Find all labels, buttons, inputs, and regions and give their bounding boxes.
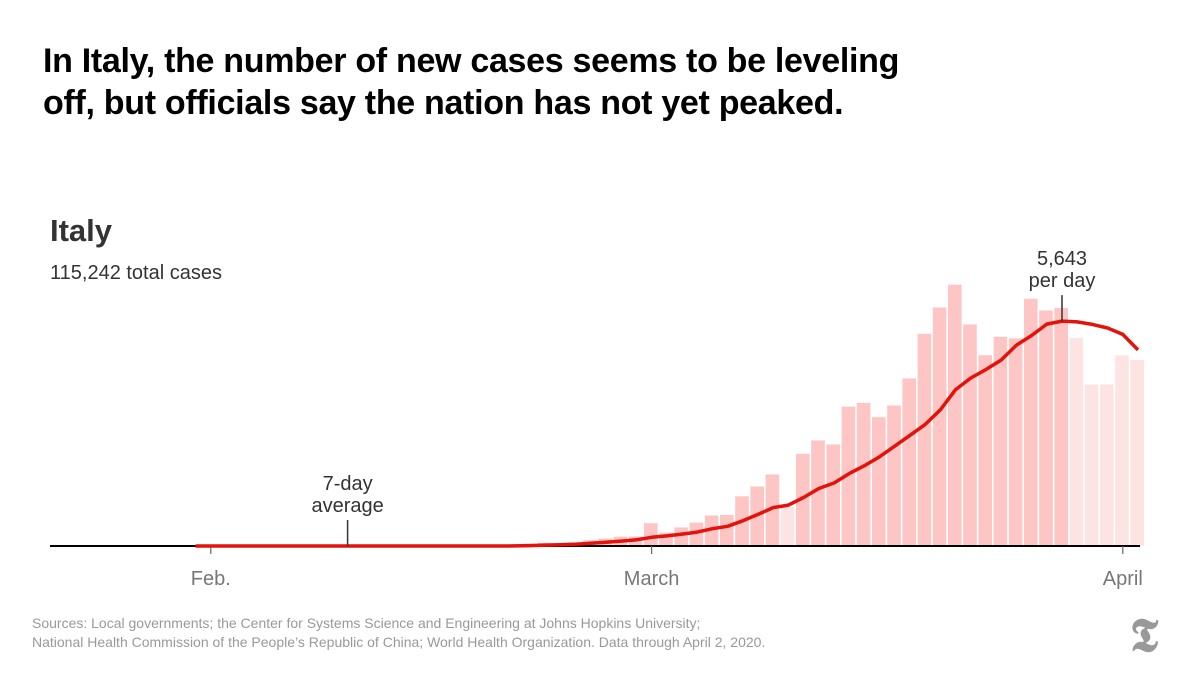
source-note: Sources: Local governments; the Center f… bbox=[32, 614, 1082, 652]
bar-mar-5 bbox=[704, 515, 719, 546]
chart-title: Italy bbox=[50, 213, 113, 248]
bar-mar-12 bbox=[811, 440, 825, 546]
bar-mar-9 bbox=[765, 474, 780, 546]
bar-mar-29 bbox=[1069, 338, 1084, 546]
tick-label-april: April bbox=[1103, 568, 1143, 590]
bar-mar-3 bbox=[674, 527, 688, 546]
bar-mar-10 bbox=[780, 507, 795, 546]
nyt-logo-icon: 𝕿 bbox=[1130, 608, 1159, 662]
bar-mar-20 bbox=[932, 307, 947, 546]
bar-mar-22 bbox=[963, 324, 977, 546]
bar-mar-1 bbox=[644, 523, 658, 546]
bar-mar-28 bbox=[1054, 307, 1068, 546]
bar-mar-30 bbox=[1084, 384, 1099, 546]
bar-apr-2 bbox=[1130, 360, 1144, 546]
x-axis-ticks: Feb. March April bbox=[191, 546, 1143, 590]
bar-mar-31 bbox=[1100, 384, 1114, 546]
bar-mar-24 bbox=[993, 336, 1008, 546]
bar-mar-25 bbox=[1008, 338, 1023, 546]
bar-mar-23 bbox=[978, 355, 992, 546]
bar-mar-4 bbox=[689, 522, 704, 546]
source-line-2: National Health Commission of the People… bbox=[32, 634, 766, 650]
headline: In Italy, the number of new cases seems … bbox=[43, 42, 900, 122]
bar-mar-13 bbox=[826, 444, 840, 546]
bar-mar-14 bbox=[841, 406, 856, 546]
bar-mar-15 bbox=[856, 402, 871, 546]
bar-mar-16 bbox=[872, 417, 886, 546]
annotation-text-1-0: 5,643 bbox=[1037, 248, 1087, 270]
bar-mar-11 bbox=[796, 453, 810, 546]
bar-mar-6 bbox=[720, 515, 734, 546]
annotation-text-1-1: per day bbox=[1029, 270, 1096, 292]
bar-mar-21 bbox=[948, 284, 962, 546]
bar-mar-26 bbox=[1024, 298, 1038, 546]
source-line-1: Sources: Local governments; the Center f… bbox=[32, 615, 701, 631]
bar-mar-19 bbox=[917, 333, 932, 546]
tick-label-march: March bbox=[624, 568, 680, 590]
bar-mar-18 bbox=[902, 378, 916, 546]
bar-apr-1 bbox=[1115, 355, 1129, 546]
seven-day-average-line bbox=[195, 319, 1140, 548]
annotation-text-0-0: 7-day bbox=[323, 473, 373, 495]
bar-mar-27 bbox=[1039, 310, 1053, 546]
tick-label-feb: Feb. bbox=[191, 568, 231, 590]
chart-subtitle: 115,242 total cases bbox=[50, 262, 222, 284]
annotation-text-0-1: average bbox=[311, 495, 383, 517]
bar-mar-17 bbox=[887, 405, 901, 546]
